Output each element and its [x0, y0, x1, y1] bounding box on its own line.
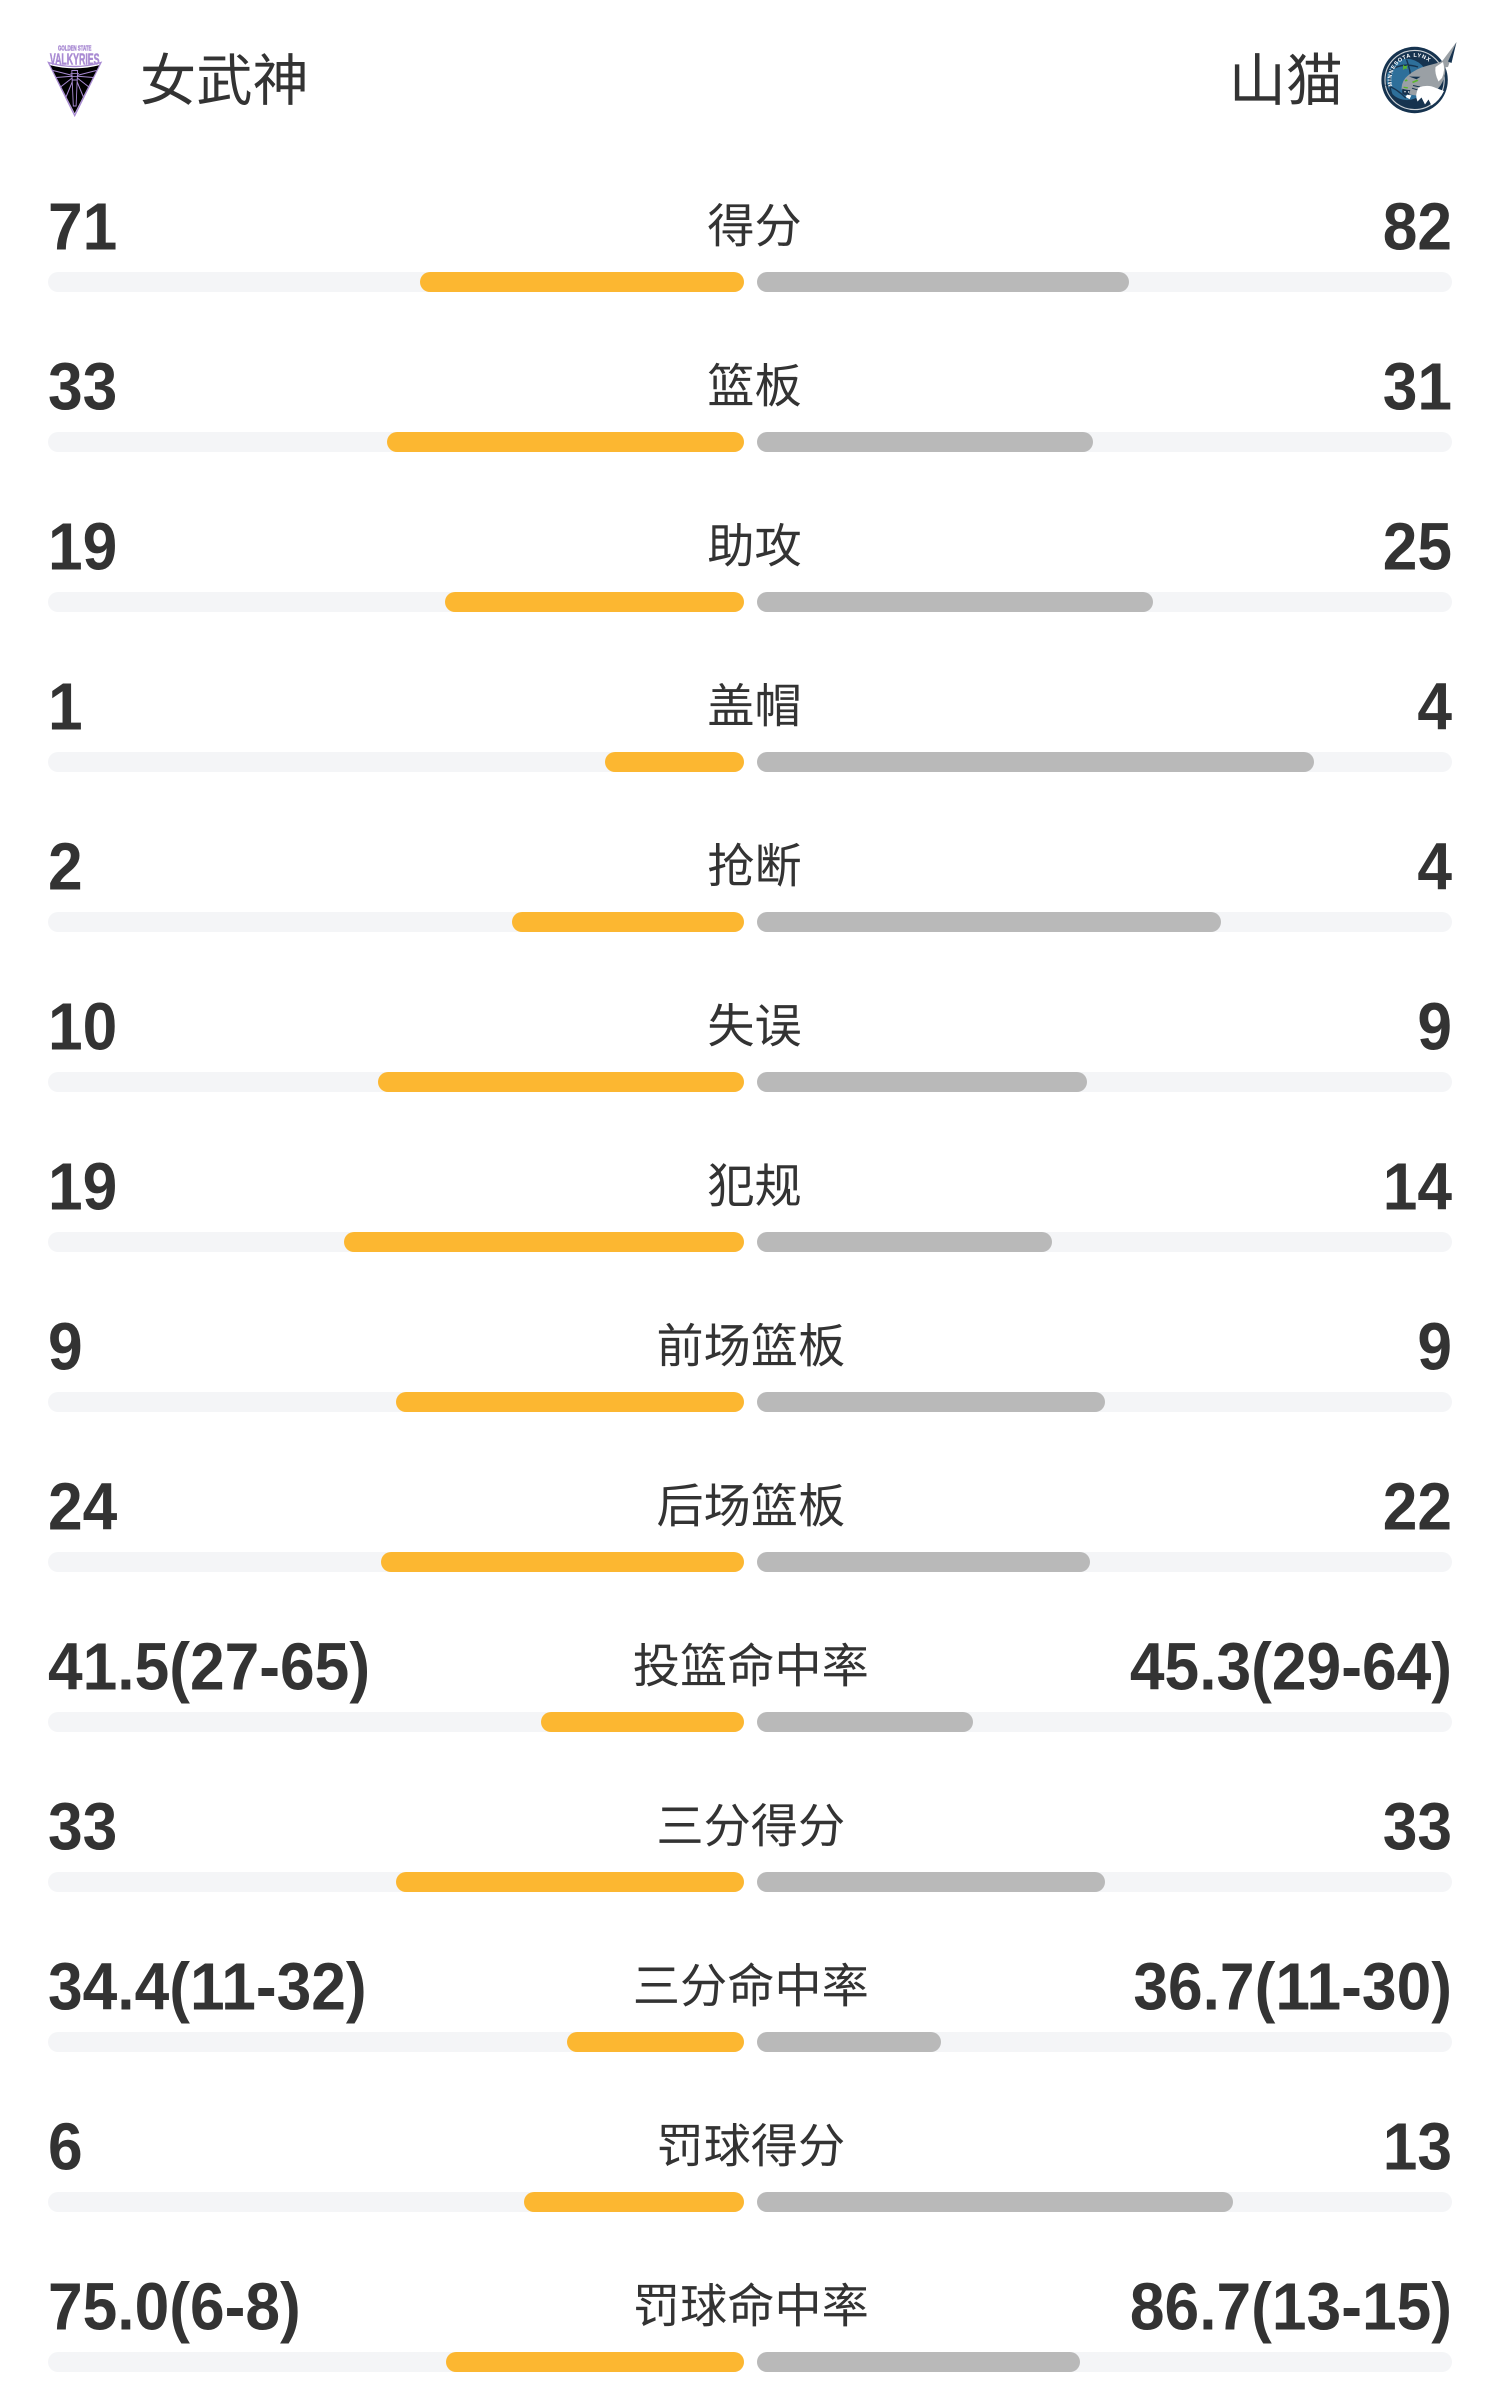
svg-text:9: 9 — [48, 1308, 83, 1384]
svg-text:82: 82 — [1383, 188, 1452, 264]
svg-text:13: 13 — [1383, 2108, 1452, 2184]
svg-text:GOLDEN STATE: GOLDEN STATE — [58, 46, 91, 53]
svg-text:9: 9 — [1417, 1308, 1452, 1384]
svg-text:31: 31 — [1383, 348, 1452, 424]
svg-text:33: 33 — [48, 348, 117, 424]
svg-text:19: 19 — [48, 508, 117, 584]
svg-text:4: 4 — [1417, 828, 1452, 904]
svg-text:10: 10 — [48, 988, 117, 1064]
svg-text:25: 25 — [1383, 508, 1452, 584]
svg-text:33: 33 — [1383, 1788, 1452, 1864]
svg-text:34.4(11-32): 34.4(11-32) — [48, 1948, 367, 2024]
svg-text:24: 24 — [48, 1468, 117, 1544]
svg-text:6: 6 — [48, 2108, 83, 2184]
svg-text:36.7(11-30): 36.7(11-30) — [1133, 1948, 1452, 2024]
svg-text:9: 9 — [1417, 988, 1452, 1064]
svg-text:86.7(13-15): 86.7(13-15) — [1130, 2268, 1452, 2344]
svg-text:22: 22 — [1383, 1468, 1452, 1544]
svg-text:19: 19 — [48, 1148, 117, 1224]
svg-text:2: 2 — [48, 828, 83, 904]
svg-text:1: 1 — [48, 668, 83, 744]
svg-text:4: 4 — [1417, 668, 1452, 744]
svg-text:33: 33 — [48, 1788, 117, 1864]
svg-text:41.5(27-65): 41.5(27-65) — [48, 1628, 370, 1704]
svg-text:75.0(6-8): 75.0(6-8) — [48, 2268, 301, 2344]
svg-text:71: 71 — [48, 188, 117, 264]
svg-text:45.3(29-64): 45.3(29-64) — [1130, 1628, 1452, 1704]
svg-text:14: 14 — [1383, 1148, 1452, 1224]
svg-text:VALKYRIES: VALKYRIES — [50, 50, 100, 69]
